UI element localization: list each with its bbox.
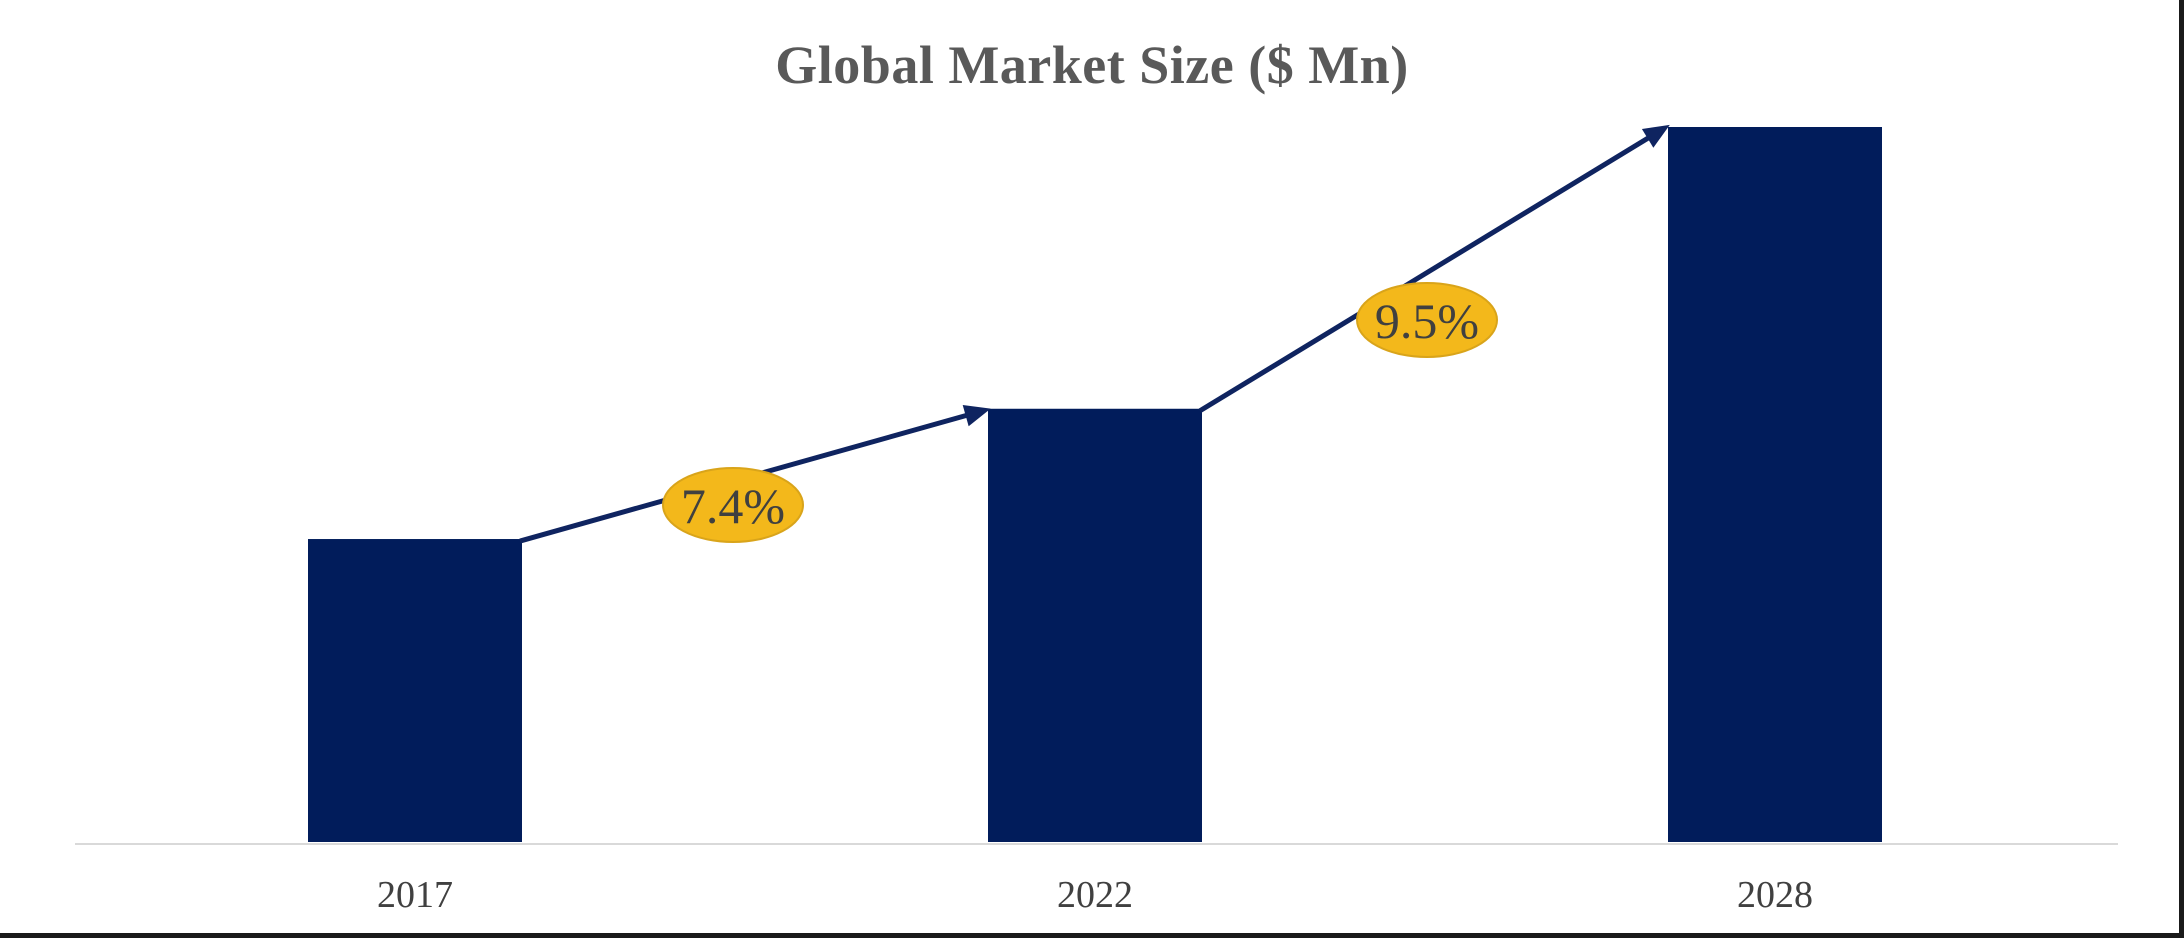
- arrows-layer: 7.4% 9.5%: [519, 124, 1670, 544]
- bar-2022: [988, 408, 1202, 842]
- bars-layer: [308, 127, 1882, 842]
- cagr-badge-ellipse: [1356, 282, 1498, 358]
- cagr-label: 7.4%: [681, 478, 785, 534]
- x-tick-label: 2017: [377, 874, 453, 916]
- arrowhead-icon: [1641, 124, 1670, 148]
- cagr-badge-ellipse: [662, 467, 804, 543]
- bar-2017: [308, 539, 522, 842]
- x-tick-label: 2028: [1737, 874, 1813, 916]
- x-axis-ticks: 2017 2022 2028: [377, 874, 1813, 916]
- x-tick-label: 2022: [1057, 874, 1133, 916]
- cagr-label: 9.5%: [1375, 293, 1479, 349]
- cagr-badge: 9.5%: [1356, 282, 1498, 358]
- bar-2028: [1668, 127, 1882, 842]
- growth-arrow: [1198, 126, 1665, 413]
- cagr-badge: 7.4%: [662, 467, 804, 543]
- chart-title: Global Market Size ($ Mn): [775, 35, 1409, 95]
- arrowhead-icon: [962, 405, 991, 427]
